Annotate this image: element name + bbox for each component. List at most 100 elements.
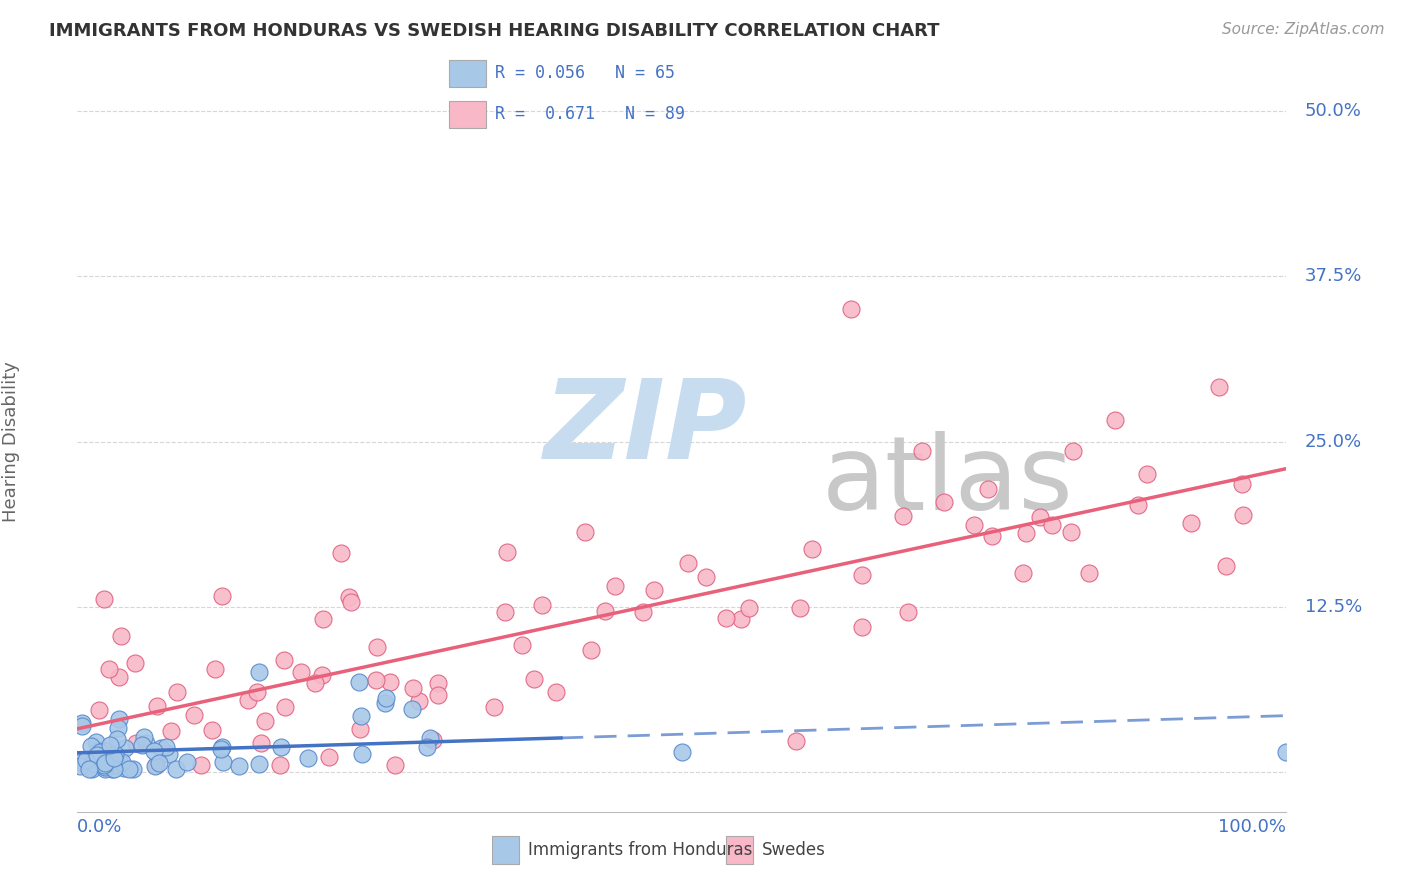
Point (581, 643, 603, 657)
Point (228, 759, 250, 773)
Point (145, 758, 167, 772)
Point (1136, 467, 1159, 482)
Point (374, 696, 396, 710)
Point (523, 672, 546, 686)
Point (789, 601, 811, 615)
Point (800, 541, 823, 556)
Point (209, 742, 232, 756)
Point (201, 723, 224, 737)
Point (1062, 444, 1084, 458)
Point (1060, 524, 1083, 539)
Point (290, 665, 312, 680)
Point (671, 745, 693, 759)
Point (422, 732, 444, 747)
Point (384, 758, 406, 772)
Point (94, 763, 117, 777)
Text: atlas: atlas (823, 431, 1074, 532)
Point (86, 747, 108, 762)
Point (103, 763, 125, 777)
Point (297, 751, 319, 765)
Point (121, 762, 143, 776)
Point (150, 741, 173, 756)
Point (103, 750, 125, 764)
Point (911, 443, 934, 458)
Point (374, 690, 396, 705)
Text: Hearing Disability: Hearing Disability (1, 361, 20, 522)
Point (190, 758, 212, 772)
Point (94, 760, 117, 774)
Point (347, 675, 370, 690)
Text: Source: ZipAtlas.com: Source: ZipAtlas.com (1222, 22, 1385, 37)
Point (211, 589, 233, 603)
Point (963, 518, 986, 533)
Point (482, 700, 505, 714)
Point (89, 745, 111, 759)
Point (70, 719, 93, 733)
Point (419, 731, 441, 745)
Point (96, 759, 118, 773)
Point (1012, 566, 1035, 580)
Point (84, 735, 107, 749)
Point (183, 707, 205, 722)
Point (311, 668, 333, 682)
Point (89, 703, 111, 717)
Bar (449, 101, 486, 128)
Text: IMMIGRANTS FROM HONDURAS VS SWEDISH HEARING DISABILITY CORRELATION CHART: IMMIGRANTS FROM HONDURAS VS SWEDISH HEAR… (49, 22, 939, 40)
Point (318, 750, 340, 764)
Text: Immigrants from Honduras: Immigrants from Honduras (529, 840, 752, 859)
Point (101, 763, 124, 777)
Point (247, 665, 270, 679)
Point (91, 743, 114, 757)
Point (103, 758, 125, 772)
Point (364, 673, 387, 688)
Point (426, 689, 449, 703)
Point (340, 595, 363, 609)
Point (270, 739, 292, 754)
Point (87, 743, 110, 757)
Point (312, 612, 335, 626)
Point (80, 739, 103, 754)
Point (1128, 498, 1150, 512)
Point (977, 482, 1000, 496)
Point (329, 546, 352, 560)
Point (494, 605, 516, 619)
Point (103, 758, 125, 772)
Point (427, 676, 450, 690)
Bar (725, 836, 754, 863)
Point (247, 756, 270, 771)
Point (1208, 380, 1230, 394)
Point (605, 579, 627, 593)
Point (1104, 413, 1126, 427)
Text: 12.5%: 12.5% (1305, 598, 1362, 615)
Point (1180, 516, 1202, 531)
Point (125, 736, 148, 750)
Point (269, 758, 291, 772)
Point (714, 611, 737, 625)
Point (574, 524, 596, 539)
Point (1014, 525, 1036, 540)
Point (643, 582, 665, 597)
Point (695, 570, 717, 584)
Point (148, 756, 170, 771)
Point (93, 758, 115, 772)
Point (1077, 566, 1099, 580)
Point (93, 591, 115, 606)
Point (934, 495, 956, 509)
Point (108, 669, 131, 683)
Point (246, 685, 269, 699)
Point (631, 605, 654, 619)
Point (416, 739, 439, 754)
Point (135, 736, 157, 750)
Point (1029, 510, 1052, 524)
Point (79, 763, 101, 777)
Point (98, 661, 121, 675)
Point (378, 674, 401, 689)
Point (253, 714, 276, 729)
Point (118, 763, 141, 777)
Point (107, 721, 129, 735)
Point (143, 744, 166, 758)
Text: R = 0.056   N = 65: R = 0.056 N = 65 (495, 64, 675, 82)
Point (546, 685, 568, 699)
Point (738, 600, 761, 615)
Point (80, 763, 103, 777)
